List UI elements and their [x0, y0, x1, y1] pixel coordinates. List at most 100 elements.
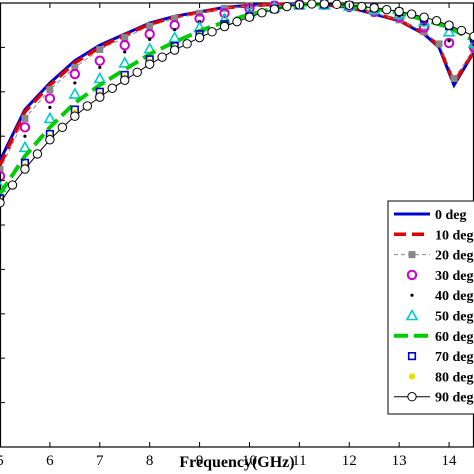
data-point [232, 16, 242, 27]
data-point [132, 67, 142, 77]
data-point [44, 93, 56, 104]
data-point [21, 114, 29, 122]
series-line [0, 2, 474, 196]
legend-swatch-marker [408, 373, 416, 380]
x-tick-label: 9 [196, 453, 204, 469]
series-line [0, 2, 474, 162]
legend-label: 20 deg [435, 249, 474, 264]
series-10-deg [0, 2, 474, 166]
series-line [0, 3, 474, 170]
data-point [450, 74, 458, 82]
data-point [70, 111, 80, 121]
x-tick-label: 12 [342, 453, 357, 469]
data-point [394, 6, 404, 17]
data-point [369, 3, 379, 13]
data-point [381, 4, 392, 15]
series-20-deg [0, 0, 474, 173]
legend-label: 90 deg [435, 391, 474, 406]
data-point [0, 170, 6, 182]
data-point [157, 52, 167, 62]
legend-box [387, 200, 474, 415]
series-line [0, 3, 474, 204]
data-point [7, 180, 18, 190]
legend-label: 70 deg [435, 350, 474, 365]
data-point [444, 20, 454, 30]
series-line [0, 2, 474, 166]
data-point [107, 83, 117, 93]
legend-label: 40 deg [435, 289, 474, 304]
data-point [144, 59, 155, 69]
plot-area [0, 0, 474, 448]
data-point [257, 8, 267, 18]
x-tick-label: 7 [96, 453, 104, 469]
data-point [144, 28, 155, 40]
data-point [119, 39, 130, 51]
x-tick-label: 6 [46, 453, 54, 469]
data-point [282, 1, 292, 12]
data-point [173, 28, 177, 32]
series-80-deg [0, 1, 474, 204]
data-point [418, 22, 430, 33]
data-point [48, 105, 52, 109]
legend-label: 10 deg [435, 228, 474, 243]
legend-label: 50 deg [435, 310, 474, 325]
x-tick-label: 8 [146, 453, 154, 469]
legend-swatch-marker [405, 308, 419, 321]
data-point [357, 1, 367, 12]
data-point [319, 0, 330, 9]
series-30-deg [0, 0, 474, 182]
data-point [0, 198, 5, 208]
data-point [69, 68, 81, 80]
data-point [19, 122, 31, 133]
x-tick-label: 5 [0, 453, 4, 469]
data-point [18, 140, 32, 153]
data-point [82, 101, 93, 111]
data-point [148, 37, 152, 42]
x-axis-title: Frequency(GHz) [179, 454, 294, 471]
x-tick-label: 14 [442, 453, 458, 469]
data-point [123, 50, 127, 54]
data-point [169, 45, 180, 55]
series-50-deg [0, 0, 474, 193]
legend-label: 80 deg [435, 370, 474, 385]
legend-label: 60 deg [435, 330, 474, 345]
data-point [43, 111, 57, 124]
legend-swatch-marker [406, 269, 418, 281]
x-tick-label: 11 [292, 453, 306, 469]
data-point [95, 92, 105, 102]
data-point [435, 40, 443, 48]
data-point [431, 16, 442, 26]
legend: 0 deg 10 deg 20 deg 30 deg 40 deg 50 deg 60 de… [387, 200, 474, 415]
data-point [219, 8, 230, 19]
data-point [120, 75, 130, 85]
data-point [68, 87, 82, 99]
x-axis-ticks: 5 6 7 8 9 10 11 12 13 14 [0, 3, 457, 469]
data-point [45, 135, 55, 145]
legend-label: 0 deg [435, 208, 467, 223]
data-point [194, 32, 205, 43]
data-point [98, 65, 102, 69]
data-point [118, 56, 132, 68]
legend-swatch-marker [408, 251, 416, 259]
data-point [307, 0, 317, 9]
data-point [196, 9, 204, 17]
data-point [269, 4, 280, 14]
x-tick-label: 10 [242, 453, 257, 469]
data-point [46, 86, 54, 94]
data-point [73, 81, 77, 85]
data-point [57, 122, 68, 133]
legend-swatch-marker [407, 351, 417, 361]
series-40-deg [0, 2, 474, 183]
data-point [20, 164, 30, 174]
data-point [182, 39, 192, 49]
data-point [447, 39, 451, 43]
data-point [23, 134, 27, 138]
series-70-deg [0, 0, 474, 203]
data-point [442, 25, 456, 37]
legend-label: 30 deg [435, 269, 474, 284]
data-point [32, 149, 43, 159]
data-point [146, 22, 154, 30]
data-point [244, 12, 255, 22]
